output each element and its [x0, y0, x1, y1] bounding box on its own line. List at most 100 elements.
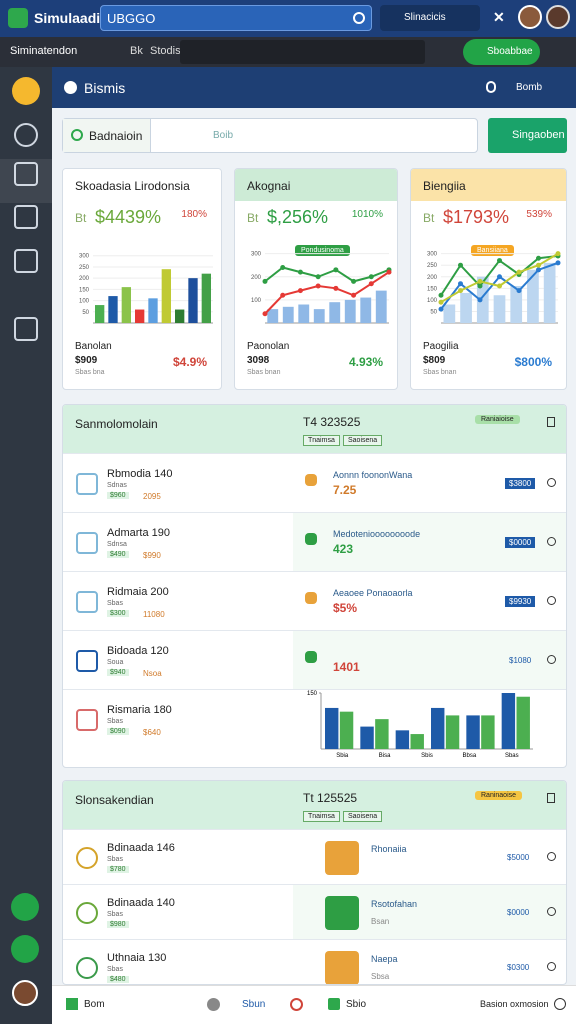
tab[interactable]: Stodis: [150, 45, 181, 57]
point: [351, 292, 357, 298]
nav-icon[interactable]: [14, 317, 38, 341]
card: Akognai Bt $,256% 1010% Pondusinoma 100 200 300…: [234, 168, 398, 390]
row-action[interactable]: [547, 654, 556, 664]
bar: [298, 304, 310, 323]
tab[interactable]: Bk: [130, 45, 143, 57]
row-mid-icon: [305, 473, 317, 486]
footer-value: 3098: [247, 355, 270, 366]
row-mid: Aeaoee Ponaoaorla: [333, 587, 413, 598]
row-shade: [293, 631, 566, 689]
search-box[interactable]: UBGGO: [100, 5, 372, 31]
row-mid: Naepa: [371, 953, 398, 964]
footer-sub: Sbas bnan: [423, 369, 457, 376]
filter-button[interactable]: Singaoben: [488, 118, 567, 153]
row-mid-icon: [305, 650, 317, 663]
nav-icon[interactable]: [66, 998, 78, 1010]
row[interactable]: Ridmaia 200 Sbas $300 11080 Aeaoee Ponaoaorl…: [63, 571, 566, 630]
row-icon: [76, 708, 98, 731]
card-value: $1793%: [443, 207, 510, 227]
header-title: Bismis: [84, 80, 126, 96]
button[interactable]: Sboabbae: [463, 39, 540, 65]
nav-icon[interactable]: [14, 249, 38, 273]
bar: [121, 287, 131, 323]
action-button[interactable]: [11, 893, 39, 921]
active-nav: [0, 159, 52, 203]
row-name: Rismaria 180: [107, 703, 172, 716]
row[interactable]: Rbmodia 140 Sdnas $960 2095 Aonnn foononWana…: [63, 453, 566, 512]
row-sub: Sbas: [107, 855, 123, 863]
row[interactable]: Admarta 190 Sdnsa $490 $990 Medotenioooooooo…: [63, 512, 566, 571]
footer-sub: Sbas bnan: [247, 369, 281, 376]
row-action[interactable]: [547, 477, 556, 487]
nav-icon[interactable]: [14, 162, 38, 186]
sidebar: [0, 67, 52, 1024]
section-title: Slonsakendian: [75, 793, 154, 807]
row-action[interactable]: [547, 595, 556, 605]
card-chart: 50 100 150 200 250 300: [79, 254, 213, 324]
menu-icon[interactable]: [547, 417, 555, 427]
x-tick-label: Bbsa: [463, 753, 477, 759]
bar: [148, 298, 158, 323]
x-tick-label: Sbas: [505, 753, 519, 759]
row-icon: [76, 901, 98, 924]
row-amount: $990: [143, 550, 161, 560]
close-button[interactable]: [64, 81, 77, 94]
nav-label[interactable]: Sbun: [242, 999, 266, 1010]
point: [516, 269, 522, 275]
nav-label[interactable]: Sbio: [346, 999, 367, 1010]
card-title: Biengiia: [423, 179, 466, 193]
point: [297, 288, 303, 294]
action-button[interactable]: [11, 935, 39, 963]
user-icon: [486, 81, 496, 93]
card-prefix: Bt: [423, 211, 435, 225]
row-mid-value: $5%: [333, 600, 358, 615]
section-title: Sanmolomolain: [75, 417, 158, 431]
point: [536, 255, 541, 261]
nav-icon[interactable]: [290, 998, 303, 1011]
tab-icon: [71, 129, 83, 141]
menu-icon[interactable]: [547, 793, 555, 803]
bar: [325, 707, 339, 749]
row[interactable]: Bidoada 120 Soua $940 Nsoa 1401 $1080: [63, 630, 566, 689]
row-mid-icon: [325, 840, 359, 875]
point: [262, 278, 268, 284]
nav-icon[interactable]: [207, 998, 220, 1011]
bar: [95, 305, 105, 323]
nav-icon[interactable]: [554, 998, 566, 1010]
bar: [443, 304, 456, 323]
point: [477, 297, 483, 303]
y-tick-label: 100: [427, 298, 438, 304]
point: [368, 281, 374, 287]
row-action[interactable]: [547, 906, 556, 916]
point: [497, 283, 502, 289]
logo: [8, 8, 28, 28]
row[interactable]: Uthnaia 130 Sbas $480 Naepa Sbsa $0300: [63, 939, 566, 984]
point: [458, 281, 463, 287]
row-action[interactable]: [547, 961, 556, 971]
card: Biengiia Bt $1793% 539% Bansiiana 50 100 150 200…: [410, 168, 567, 390]
nav-icon[interactable]: [14, 205, 38, 229]
row[interactable]: Rismaria 180 Sbas $090 $640: [63, 689, 566, 748]
row-action[interactable]: [547, 851, 556, 861]
section-id: Tt 125525: [303, 791, 358, 805]
close-icon: ✕: [493, 9, 505, 25]
bar: [201, 273, 211, 323]
bar: [344, 299, 356, 323]
row-action[interactable]: [547, 536, 556, 546]
bar: [466, 715, 480, 749]
footer-value: $809: [423, 355, 446, 366]
nav-icon[interactable]: [14, 123, 38, 147]
nav-icon[interactable]: [328, 998, 340, 1010]
bar: [445, 715, 460, 749]
point: [315, 274, 321, 280]
y-tick-label: 300: [427, 252, 438, 258]
card-change: 1010%: [351, 209, 383, 220]
bar: [375, 719, 389, 749]
row[interactable]: Bdinaada 140 Sbas $980 Rsotofahan Bsan $0000: [63, 884, 566, 939]
row-chip: $980: [107, 920, 129, 928]
pill[interactable]: Slinacicis: [380, 5, 480, 31]
row-badge: $0000: [505, 536, 536, 548]
filter-search: Boib: [213, 130, 234, 141]
row[interactable]: Bdinaada 146 Sbas $780 Rhonaiia $5000: [63, 829, 566, 884]
bar: [375, 290, 387, 323]
